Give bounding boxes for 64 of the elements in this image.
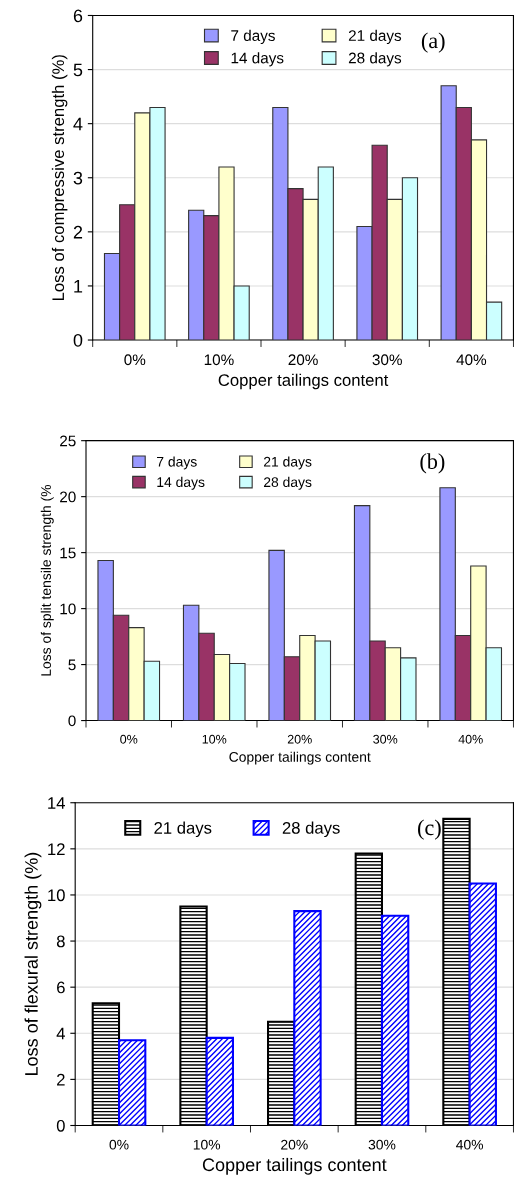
y-tick-label: 2 (73, 225, 83, 239)
bar (468, 882, 497, 1126)
y-tick-label: 0 (68, 715, 76, 727)
y-tick-label: 14 (48, 797, 65, 809)
annotation: (a) (421, 32, 445, 53)
legend-label: 28 days (282, 821, 340, 838)
x-tick-label: 0% (109, 1139, 129, 1150)
y-tick-label: 0 (56, 1119, 65, 1132)
x-tick-label: 40% (458, 734, 483, 744)
legend-label: 7 days (231, 29, 275, 45)
y-tick-label: 8 (56, 935, 65, 948)
y-tick-label: 3 (73, 171, 83, 185)
legend-label: 21 days (154, 821, 212, 838)
legend-label: 28 days (263, 476, 312, 490)
y-tick-label: 10 (60, 603, 76, 615)
y-tick-label: 20 (60, 491, 76, 503)
y-tick-label: 12 (48, 843, 65, 855)
y-tick-label: 4 (56, 1027, 65, 1040)
y-tick-label: 6 (57, 981, 65, 994)
x-tick-label: 10% (193, 1139, 221, 1150)
x-axis-title: Copper tailings content (202, 1157, 387, 1175)
y-tick-label: 15 (60, 547, 76, 559)
y-tick-label: 2 (57, 1073, 65, 1086)
legend-label: 7 days (157, 456, 197, 470)
annotation: (b) (420, 453, 445, 474)
x-tick-label: 30% (368, 1139, 396, 1150)
x-axis-title: Copper tailings content (229, 751, 371, 765)
x-axis-title: Copper tailings content (218, 373, 389, 390)
x-tick-label: 40% (456, 354, 487, 366)
legend-label: 28 days (348, 52, 402, 67)
bar (91, 1002, 121, 1126)
y-tick-label: 1 (74, 280, 83, 293)
bar (293, 910, 322, 1126)
x-tick-label: 30% (372, 354, 402, 366)
y-axis-title: Loss of split tensile strength (% (40, 484, 54, 676)
bar (442, 817, 471, 1126)
bar (117, 1039, 147, 1126)
x-tick-label: 40% (456, 1139, 484, 1150)
y-tick-label: 5 (68, 659, 76, 671)
bar (205, 1036, 235, 1126)
bar (380, 914, 410, 1126)
y-tick-label: 0 (73, 333, 83, 347)
bar (179, 905, 208, 1126)
y-axis-title: Loss of compressive strength (%) (51, 55, 68, 301)
y-tick-label: 4 (73, 117, 83, 131)
legend-label: 14 days (157, 476, 205, 490)
legend-label: 21 days (348, 29, 402, 45)
bar (266, 1020, 296, 1126)
x-tick-label: 20% (288, 354, 318, 366)
x-tick-label: 10% (204, 354, 234, 366)
x-tick-label: 30% (373, 734, 398, 744)
y-tick-label: 10 (48, 889, 65, 902)
y-axis-title: Loss of flexural strength (%) (24, 852, 42, 1076)
y-tick-label: 6 (73, 9, 83, 23)
x-tick-label: 0% (124, 354, 146, 366)
x-tick-label: 20% (281, 1139, 308, 1150)
y-tick-label: 25 (60, 435, 76, 447)
x-tick-label: 0% (120, 734, 138, 744)
annotation: (c) (418, 819, 441, 840)
y-tick-label: 5 (73, 63, 83, 77)
legend-label: 14 days (231, 52, 284, 67)
x-tick-label: 10% (202, 734, 227, 744)
x-tick-label: 20% (287, 734, 312, 744)
legend-label: 21 days (263, 456, 312, 470)
